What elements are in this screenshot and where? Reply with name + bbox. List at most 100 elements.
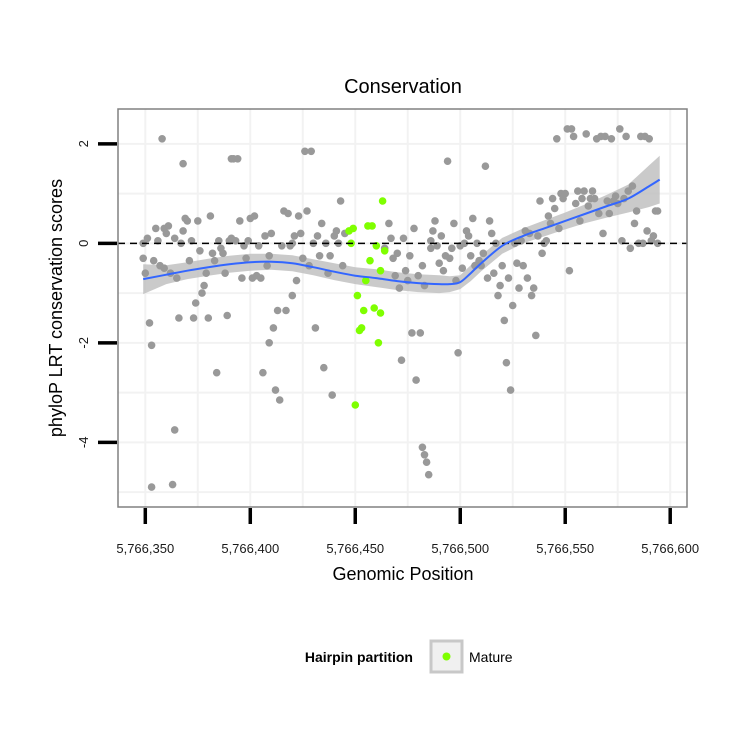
data-point-other (412, 376, 420, 384)
data-point-other (435, 259, 444, 268)
data-point-other (242, 254, 250, 263)
data-point-other (387, 234, 395, 243)
data-point-other (198, 289, 206, 297)
data-point-other (275, 396, 284, 404)
x-tick-label: 5,766,400 (221, 541, 279, 556)
data-point-other (443, 157, 452, 165)
data-point-other (265, 339, 274, 347)
data-point-other (601, 132, 609, 141)
data-point-other (303, 207, 311, 215)
data-point-mature (357, 324, 366, 332)
data-point-other (160, 264, 168, 273)
data-point-other (605, 209, 614, 218)
data-point-other (630, 219, 639, 228)
data-point-other (296, 229, 305, 238)
legend-title: Hairpin partition (305, 649, 413, 665)
data-point-mature (376, 309, 385, 317)
data-point-other (200, 281, 208, 290)
data-point-other (288, 291, 297, 300)
legend-mature-label: Mature (469, 649, 513, 665)
data-point-other (271, 386, 280, 394)
data-point-other (257, 274, 265, 282)
data-point-other (487, 229, 496, 238)
data-point-other (584, 202, 593, 210)
data-point-other (422, 458, 431, 467)
data-point-other (429, 227, 437, 235)
data-point-other (578, 194, 586, 203)
data-point-other (265, 252, 274, 260)
data-point-other (624, 187, 632, 195)
data-point-other (574, 187, 582, 195)
data-point-other (473, 239, 481, 248)
data-point-other (469, 214, 477, 223)
panel-background (118, 109, 687, 507)
data-point-other (206, 212, 215, 220)
data-point-other (460, 239, 469, 248)
chart-title: Conservation (344, 76, 462, 98)
x-axis: 5,766,350 5,766,400 5,766,450 5,766,500 5,76… (116, 508, 699, 556)
data-point-other (259, 368, 267, 377)
data-point-other (401, 266, 410, 275)
data-point-other (301, 147, 309, 156)
data-point-other (599, 229, 607, 238)
data-point-other (143, 234, 152, 243)
data-point-mature (368, 222, 376, 230)
data-point-other (506, 386, 515, 394)
smooth-curve-layer (143, 178, 661, 286)
data-point-other (170, 426, 179, 434)
data-point-other (219, 249, 227, 258)
data-point-other (273, 306, 282, 315)
data-point-mature (380, 247, 389, 255)
data-point-other (595, 209, 603, 218)
loess-smooth-line (143, 178, 661, 286)
data-point-other (139, 254, 147, 263)
data-point-other (485, 217, 494, 225)
data-point-other (498, 261, 507, 270)
data-point-other (179, 159, 187, 168)
data-point-other (158, 135, 166, 143)
data-point-other (389, 254, 397, 263)
data-point-other (479, 249, 488, 258)
x-tick-label: 5,766,450 (326, 541, 384, 556)
data-point-other (445, 254, 454, 263)
data-point-other (284, 209, 292, 218)
data-point-other (336, 197, 345, 205)
data-point-other (212, 368, 221, 377)
data-point-other (267, 229, 276, 238)
data-point-other (147, 341, 156, 350)
data-point-other (282, 306, 290, 315)
data-point-other (261, 232, 269, 240)
data-point-other (588, 187, 597, 195)
data-point-other (427, 244, 435, 253)
data-point-other (561, 189, 569, 198)
y-tick-label: -4 (76, 437, 91, 449)
data-point-other (299, 254, 307, 263)
data-point-other (191, 299, 200, 307)
data-point-mature (349, 224, 358, 233)
data-point-other (590, 194, 599, 203)
data-point-other (653, 207, 662, 215)
y-tick-label: 0 (76, 240, 91, 247)
data-point-other (628, 182, 637, 190)
data-point-other (448, 244, 456, 253)
data-point-other (536, 197, 544, 205)
data-point-other (458, 264, 467, 273)
data-point-other (500, 316, 509, 325)
data-point-mature (359, 306, 368, 315)
data-point-other (185, 256, 194, 265)
x-tick-label: 5,766,550 (536, 541, 594, 556)
data-point-other (210, 256, 219, 265)
data-point-other (424, 470, 433, 479)
data-point-other (490, 269, 498, 278)
data-point-other (395, 284, 404, 292)
data-point-other (263, 261, 271, 270)
data-point-other (238, 274, 246, 282)
data-point-other (152, 224, 160, 233)
data-point-other (149, 256, 158, 265)
data-point-other (508, 301, 517, 310)
data-point-other (626, 244, 635, 253)
data-point-other (616, 125, 624, 133)
data-point-other (513, 259, 521, 268)
data-point-other (410, 224, 418, 233)
data-point-other (582, 130, 590, 138)
